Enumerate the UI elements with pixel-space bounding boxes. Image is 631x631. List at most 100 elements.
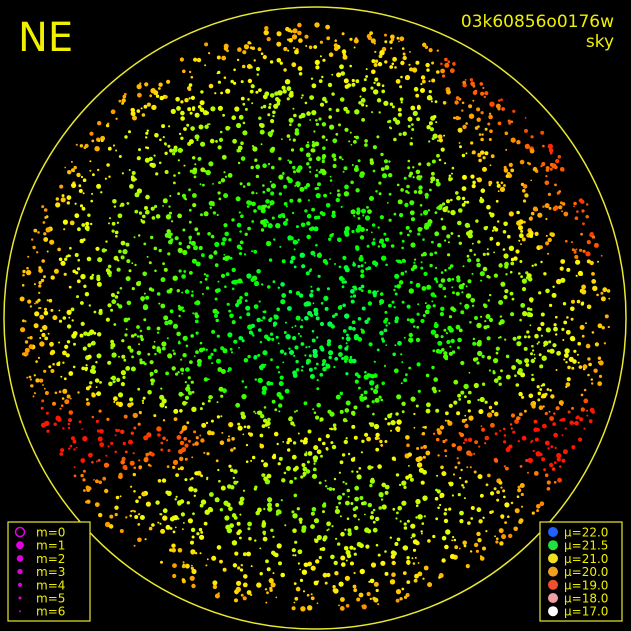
star (489, 238, 493, 241)
star (178, 132, 182, 136)
star (226, 527, 233, 534)
star (333, 477, 337, 481)
star (552, 343, 557, 348)
star (292, 528, 297, 533)
star (312, 408, 315, 411)
star (467, 521, 471, 525)
star (251, 250, 254, 253)
star (269, 60, 274, 64)
star (20, 327, 26, 333)
star (199, 534, 205, 540)
star (345, 109, 350, 114)
star (448, 315, 453, 319)
star (363, 396, 368, 400)
star (412, 562, 416, 565)
star (395, 79, 401, 84)
star (587, 357, 591, 361)
star (136, 156, 141, 161)
star (277, 371, 281, 374)
star (401, 47, 405, 50)
star (292, 467, 298, 472)
star (444, 544, 449, 550)
star (287, 49, 290, 52)
star (167, 319, 173, 325)
star (387, 413, 392, 419)
star (536, 509, 540, 513)
star (562, 339, 565, 341)
star (241, 281, 243, 284)
star (277, 90, 283, 96)
star (237, 47, 242, 52)
star (585, 251, 591, 257)
star (276, 543, 282, 549)
star (182, 353, 187, 358)
star (466, 200, 470, 204)
star (108, 524, 114, 529)
star (200, 531, 204, 534)
star (154, 133, 159, 138)
star (581, 334, 585, 338)
star (347, 531, 352, 537)
star (442, 439, 446, 444)
star (527, 457, 533, 464)
star (524, 117, 527, 119)
star (177, 548, 183, 553)
star (256, 317, 262, 323)
star (430, 180, 433, 184)
star (509, 291, 514, 296)
star (379, 330, 384, 336)
star (238, 211, 241, 214)
star (89, 160, 92, 163)
star (104, 177, 107, 180)
star (489, 129, 493, 133)
star (392, 117, 397, 122)
star (184, 289, 190, 294)
star (482, 266, 488, 272)
star (352, 294, 357, 298)
star (94, 146, 100, 152)
star (65, 255, 69, 258)
star (145, 194, 150, 200)
star (482, 252, 486, 256)
star (546, 388, 550, 391)
star (123, 358, 127, 362)
star (74, 202, 77, 205)
star (308, 367, 313, 372)
star (193, 430, 197, 434)
star (160, 448, 164, 452)
star (394, 285, 397, 288)
star (283, 184, 288, 189)
star (107, 360, 112, 365)
star (282, 173, 285, 176)
star (366, 436, 371, 442)
star (215, 459, 219, 463)
star (390, 47, 393, 50)
star (87, 343, 92, 348)
star (529, 324, 532, 327)
star (53, 422, 57, 426)
star (366, 34, 372, 39)
star (250, 84, 255, 89)
star (423, 210, 428, 216)
star (72, 331, 78, 336)
star (498, 99, 501, 102)
star (203, 377, 209, 382)
star (557, 155, 562, 159)
star (222, 348, 228, 354)
star (400, 101, 403, 104)
star (420, 446, 424, 450)
star (293, 582, 297, 585)
star (194, 163, 197, 166)
star (523, 220, 526, 224)
star (427, 209, 431, 212)
star (181, 425, 188, 431)
star (508, 122, 511, 125)
star (260, 143, 263, 146)
star (532, 206, 538, 212)
star (283, 46, 288, 52)
star (567, 410, 571, 414)
star (172, 563, 177, 568)
star (394, 542, 399, 546)
star (528, 297, 534, 303)
star (403, 522, 407, 526)
